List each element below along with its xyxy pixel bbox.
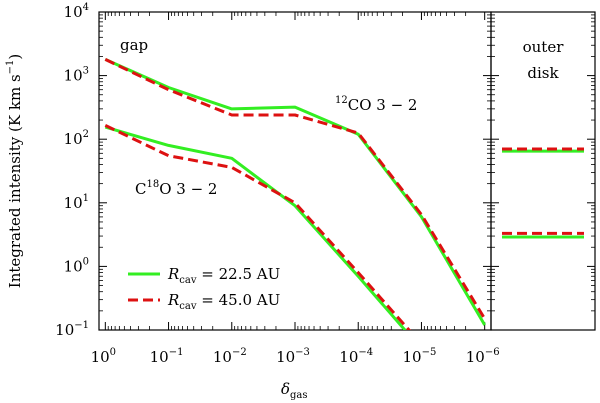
x-tick-label: 10−2	[213, 347, 247, 366]
x-tick-label: 10−1	[150, 347, 184, 366]
co12-superscript: 12	[335, 95, 348, 106]
x-tick-label: 100	[91, 347, 116, 366]
legend-entry-2: Rcav = 45.0 AU	[167, 291, 280, 312]
outer-label-line2: disk	[527, 64, 559, 82]
c18o-prefix: C	[135, 180, 146, 198]
co12-series-label: 12CO 3 − 2	[335, 95, 417, 114]
series-layer	[104, 58, 486, 330]
x-tick-label: 10−5	[403, 347, 437, 366]
outer-disk-layer	[502, 147, 584, 239]
main-plot-frame	[98, 11, 492, 331]
series-line-1	[104, 58, 486, 320]
series-line-3	[104, 124, 412, 330]
axis-ticks	[99, 11, 595, 331]
y-axis-label: Integrated intensity (K km s−1)	[5, 54, 24, 288]
tick-labels: 100 10−1 10−2 10−3 10−4 10−5 10−610−1100101102…	[55, 2, 499, 366]
outer-label-line1: outer	[523, 38, 565, 56]
x-tick-label: 10−3	[276, 347, 310, 366]
series-line-0	[104, 58, 486, 326]
c18o-series-label: C18O 3 − 2	[135, 179, 217, 198]
c18o-superscript: 18	[146, 179, 159, 190]
x-tick-label: 10−6	[466, 347, 500, 366]
x-tick-label: 10−4	[339, 347, 373, 366]
y-tick-label: 100	[64, 256, 89, 275]
legend-entry-1: Rcav = 22.5 AU	[167, 265, 280, 286]
c18o-text: O 3 − 2	[159, 180, 217, 198]
y-tick-label: 104	[64, 2, 89, 21]
series-line-2	[104, 125, 407, 330]
legend: Rcav = 22.5 AU Rcav = 45.0 AU	[128, 265, 280, 312]
y-tick-label: 102	[64, 129, 89, 148]
outer-disk-frame	[490, 11, 596, 331]
y-tick-label: 103	[64, 66, 89, 85]
x-axis-label: δgas	[281, 380, 308, 401]
y-tick-label: 10−1	[55, 320, 89, 339]
gap-label: gap	[120, 36, 148, 54]
co12-text: CO 3 − 2	[348, 96, 418, 114]
y-tick-label: 101	[64, 193, 89, 212]
